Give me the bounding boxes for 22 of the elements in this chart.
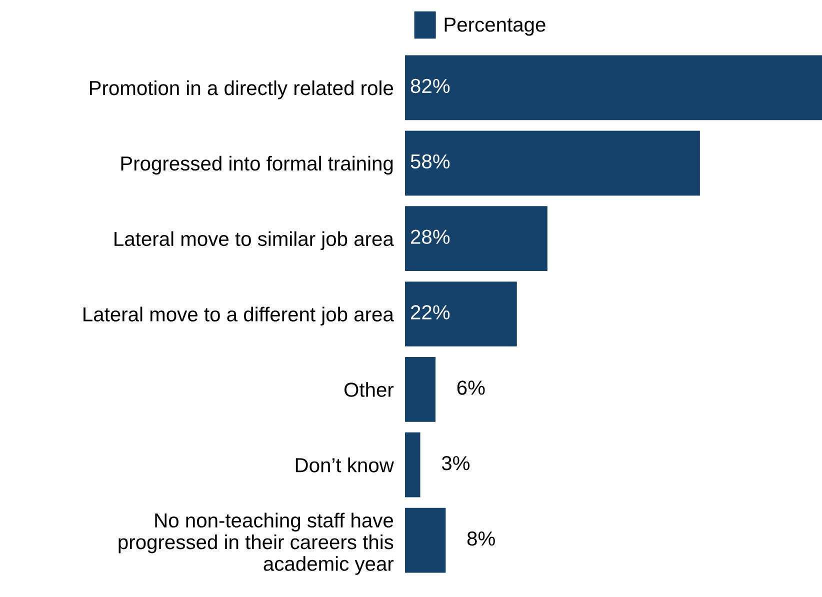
legend-label: Percentage bbox=[444, 18, 546, 36]
data-label: 8% bbox=[467, 531, 495, 546]
bar bbox=[405, 356, 436, 422]
data-label: 6% bbox=[457, 380, 485, 395]
bar bbox=[405, 508, 446, 573]
data-label: 22% bbox=[411, 305, 450, 320]
bar bbox=[405, 432, 420, 498]
data-label: 58% bbox=[410, 154, 450, 169]
bar bbox=[405, 206, 548, 272]
data-label: 28% bbox=[411, 230, 450, 244]
y-tick-label: Lateral move to a different job area bbox=[84, 306, 394, 326]
y-tick-label: Other bbox=[344, 382, 394, 397]
y-tick-label: Promotion in a directly related role bbox=[90, 80, 394, 100]
y-tick-label: Lateral move to similar job area bbox=[114, 231, 394, 250]
bar bbox=[405, 130, 700, 196]
y-tick-label: No non-teaching staff have progressed in their careers this academic year bbox=[118, 512, 394, 575]
y-tick-label: Progressed into formal training bbox=[121, 156, 393, 175]
data-label: 82% bbox=[410, 78, 450, 94]
data-label: 3% bbox=[442, 456, 470, 470]
bar bbox=[405, 282, 517, 346]
bar bbox=[405, 55, 822, 120]
y-tick-label: Don’t know bbox=[296, 458, 394, 472]
